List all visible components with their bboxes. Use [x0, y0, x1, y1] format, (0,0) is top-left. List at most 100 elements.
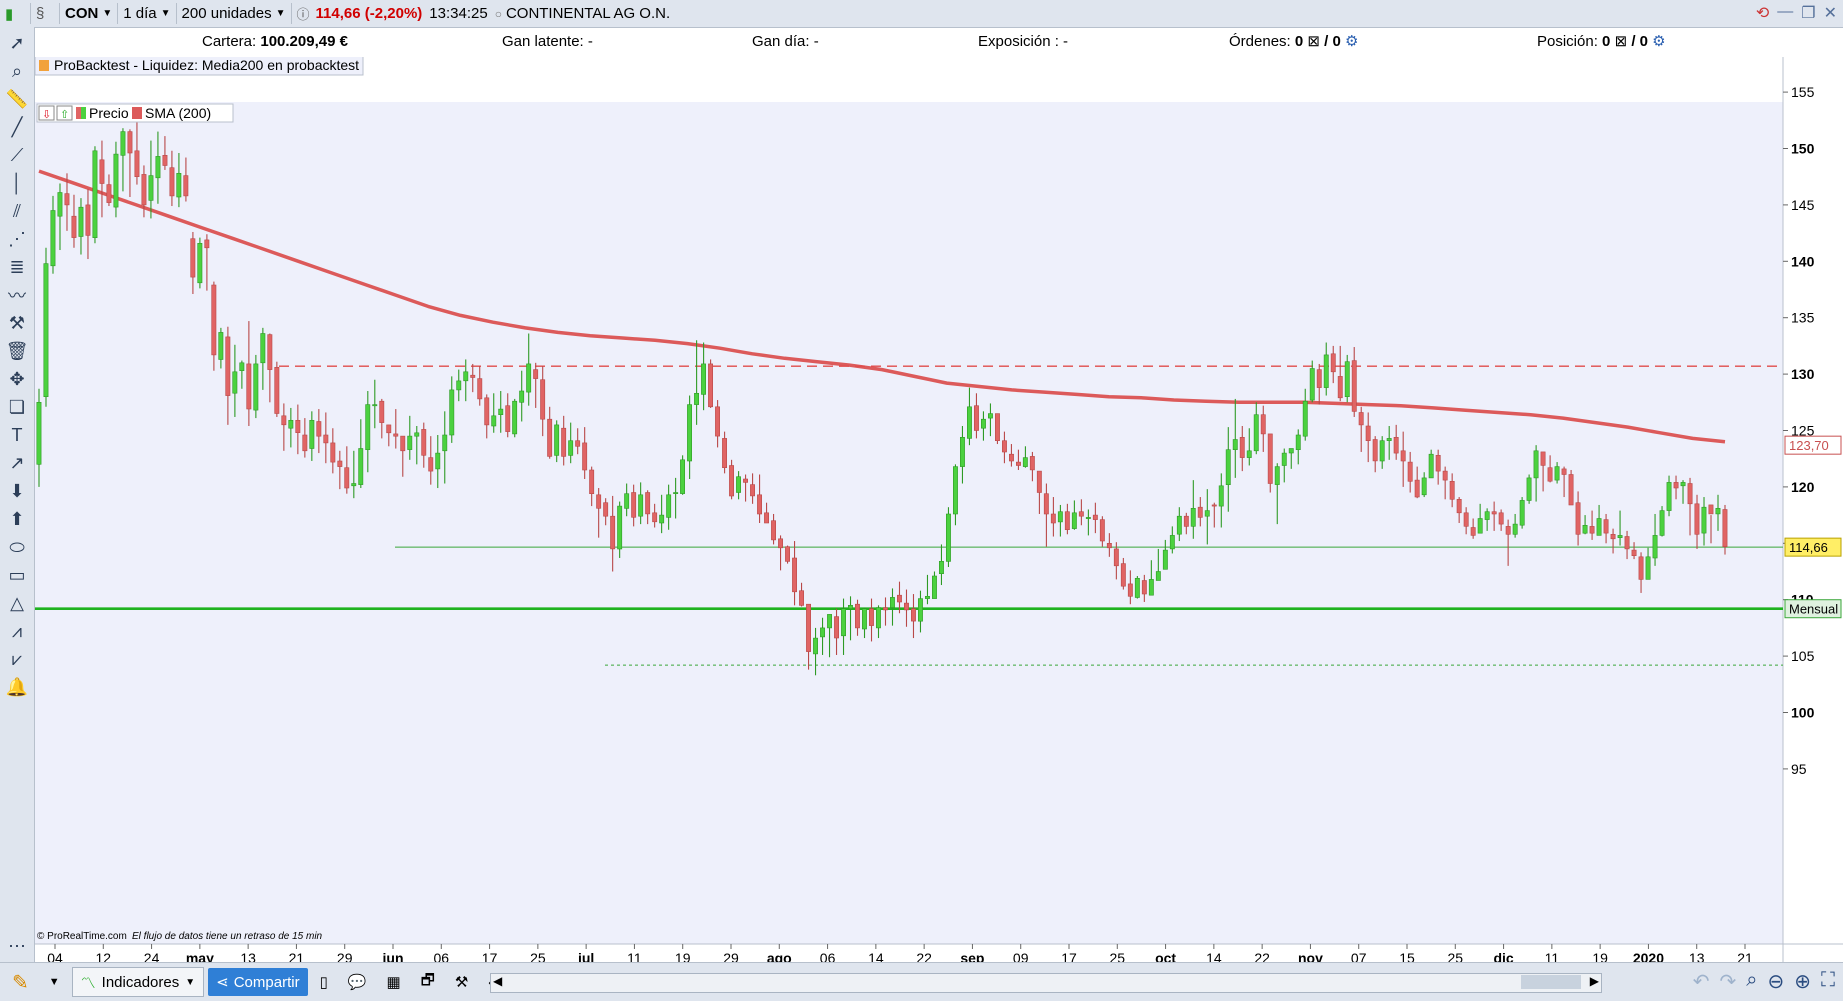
candle [470, 363, 476, 393]
bell-icon[interactable]: 🔔 [5, 676, 29, 697]
redo-icon[interactable]: ↷ [1719, 971, 1737, 993]
candle-body [183, 175, 189, 197]
move-icon[interactable]: ✥ [9, 368, 25, 389]
chat-icon[interactable]: 💬 [347, 974, 367, 991]
trash-icon[interactable]: 🗑 [5, 340, 29, 361]
window-icon[interactable]: 🗗 [420, 971, 435, 989]
candle-body [71, 215, 77, 238]
zoom-fit-icon[interactable]: ⌕ [1746, 969, 1758, 991]
segment-icon[interactable]: ⟋ [10, 144, 24, 165]
tools-icon[interactable]: ⚒ [454, 974, 469, 991]
candle [120, 128, 126, 192]
candle-body [323, 434, 329, 444]
rectangle-icon[interactable]: ▭ [8, 564, 26, 585]
candle [428, 436, 434, 485]
candle-body [1001, 440, 1007, 453]
candle [1484, 508, 1490, 531]
collapse-up-icon[interactable]: ⇧ [56, 105, 73, 121]
candle-body [190, 238, 196, 278]
sma-price-tag-box [1784, 435, 1842, 455]
pattern-icon[interactable]: ⩘ [11, 620, 23, 641]
minimize-icon[interactable]: — [1777, 3, 1794, 20]
y-tick-label: 145 [1791, 197, 1815, 213]
legend-sma[interactable]: SMA (200) [145, 105, 211, 121]
scroll-left-icon[interactable]: ◀ [493, 974, 503, 988]
candle-body [134, 150, 140, 178]
candle-body [1134, 577, 1140, 598]
candle-body [1519, 500, 1525, 526]
channel-icon[interactable]: ⫽ [12, 200, 22, 221]
fan-icon[interactable]: ⋰ [8, 228, 26, 249]
cursor-icon[interactable]: ➚ [9, 32, 25, 53]
line-icon[interactable]: ╱ [11, 116, 23, 137]
candle-body [694, 392, 700, 405]
candle [92, 146, 98, 244]
candle-body [1414, 479, 1420, 498]
legend-price[interactable]: Precio [89, 105, 129, 121]
scroll-right-icon[interactable]: ▶ [1589, 974, 1599, 988]
refresh-icon[interactable]: ⟲ [1755, 5, 1770, 22]
units-dropdown[interactable]: 200 unidades ▼ [177, 3, 292, 24]
down-arrow-icon[interactable]: ⬇ [9, 480, 25, 501]
copy-icon[interactable]: ❏ [8, 396, 26, 417]
candle-body [148, 175, 154, 201]
info-icon[interactable]: ⓘ [296, 7, 310, 22]
candle-body [176, 173, 182, 198]
chart-type-icon[interactable]: ▮ [0, 3, 31, 24]
candle [603, 498, 609, 526]
hammer-icon[interactable]: ⚒ [8, 312, 26, 333]
undo-icon[interactable]: ↶ [1692, 971, 1710, 993]
period-dropdown[interactable]: 1 día ▼ [118, 3, 177, 24]
gear-icon[interactable]: ⚙ [1345, 33, 1359, 50]
restore-icon[interactable]: ❐ [1801, 5, 1816, 22]
candle-body [1575, 502, 1581, 535]
candle [127, 129, 133, 198]
collapse-down-icon[interactable]: ⇩ [38, 105, 55, 121]
price-chart[interactable]: 95100105110120125130135140145150155 0412… [35, 57, 1843, 962]
candle-body [1190, 507, 1196, 527]
indicators-button[interactable]: 〽 Indicadores ▼ [71, 967, 205, 997]
candle [540, 366, 546, 437]
backtest-header[interactable]: ProBacktest - Liquidez: Media200 en prob… [35, 57, 364, 76]
zoom-in-icon[interactable]: ⊕ [1794, 971, 1811, 993]
zoom-out-icon[interactable]: ⊖ [1767, 971, 1785, 993]
candle-body [316, 421, 322, 437]
posicion-icon[interactable]: ⊠ [1614, 33, 1628, 50]
ticker-dropdown[interactable]: CON ▼ [60, 3, 119, 24]
fullscreen-icon[interactable]: ⛶ [1821, 969, 1835, 991]
triangle-icon[interactable]: △ [10, 592, 24, 613]
candle-body [1008, 453, 1014, 462]
candle-body [1624, 536, 1630, 550]
candle [1141, 574, 1147, 602]
chevron-down-icon[interactable]: ▼ [48, 976, 60, 988]
horizontal-scrollbar[interactable]: ◀ ▶ [490, 973, 1602, 993]
candle [1295, 429, 1301, 465]
scroll-thumb[interactable] [1521, 975, 1581, 989]
wave-icon[interactable]: 〰 [8, 286, 26, 306]
ellipse-icon[interactable]: ⬭ [9, 536, 25, 557]
candle [841, 598, 847, 655]
candle [1218, 473, 1224, 528]
close-icon[interactable]: ✕ [1823, 5, 1837, 22]
link-icon[interactable]: § [31, 3, 60, 24]
pencil-icon[interactable]: ✎ [12, 971, 29, 994]
ruler-icon[interactable]: 📏 [5, 88, 29, 109]
gear-icon[interactable]: ⚙ [1652, 33, 1666, 50]
ordenes-icon[interactable]: ⊠ [1307, 33, 1320, 50]
share-button[interactable]: ⋖ Compartir [208, 968, 308, 996]
grid-icon[interactable]: ▦ [386, 974, 401, 991]
phone-icon[interactable]: ▯ [319, 974, 328, 991]
zoom-icon[interactable]: ⌕ [11, 60, 23, 81]
candle [1190, 480, 1196, 539]
more-icon[interactable]: ⋯ [8, 935, 26, 956]
candle-body [966, 406, 972, 439]
legend-swatch-sma [132, 107, 142, 119]
candle [694, 340, 700, 425]
text-icon[interactable]: T [11, 424, 23, 445]
arrow-line-icon[interactable]: ↗ [9, 452, 25, 473]
pattern-b-icon[interactable]: ⩗ [11, 648, 23, 669]
up-arrow-icon[interactable]: ⬆ [9, 508, 25, 529]
fibonacci-icon[interactable]: ≣ [9, 256, 25, 277]
candle [323, 412, 329, 464]
vertical-line-icon[interactable]: │ [11, 172, 23, 193]
